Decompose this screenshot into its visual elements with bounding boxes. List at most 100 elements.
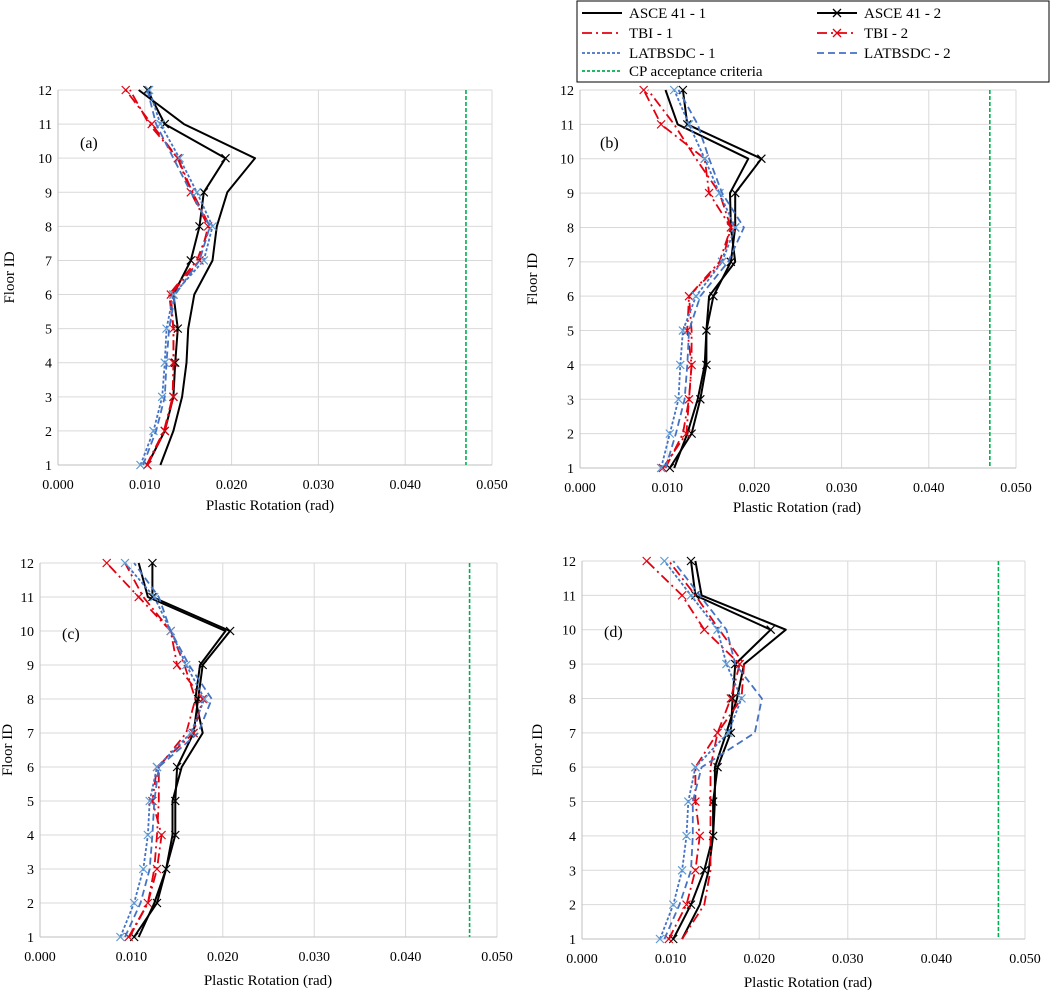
data-point-tbi-2 — [121, 85, 131, 95]
data-point-latbsdc-1 — [656, 463, 666, 473]
data-point-latbsdc-1 — [691, 291, 701, 301]
data-point-tbi-2 — [198, 694, 208, 704]
data-point-tbi-2 — [173, 153, 183, 163]
y-tick-label: 12 — [20, 557, 34, 572]
data-point-latbsdc-1 — [690, 762, 700, 772]
data-point-latbsdc-1 — [129, 898, 139, 908]
data-point-asce-41-2 — [172, 762, 182, 772]
series-line-asce-41-2 — [672, 560, 772, 940]
legend-label-latbsdc-2: LATBSDC - 2 — [864, 46, 951, 62]
data-point-asce-41-2 — [221, 153, 230, 163]
chart-panel-c: 0.000 0.010 0.020 0.030 0.040 0.0501234567891… — [0, 557, 513, 989]
y-tick-label: 5 — [27, 795, 34, 810]
data-point-latbsdc-1 — [675, 360, 685, 370]
chart-panel-b: 0.000 0.010 0.020 0.030 0.040 0.0501234567891… — [525, 84, 1032, 516]
data-point-latbsdc-1 — [659, 556, 669, 566]
data-point-asce-41-2 — [730, 188, 740, 198]
data-point-latbsdc-1 — [136, 460, 145, 470]
x-tick-label: 0.050 — [1009, 952, 1041, 967]
data-point-tbi-2 — [735, 659, 745, 669]
y-tick-label: 8 — [27, 693, 34, 708]
legend-label-tbi-1: TBI - 1 — [629, 26, 673, 42]
x-tick-label: 0.000 — [42, 478, 74, 493]
data-point-latbsdc-1 — [145, 796, 155, 806]
series-line-tbi-1 — [647, 89, 732, 469]
x-axis-title: Plastic Rotation (rad) — [206, 498, 334, 514]
x-tick-label: 0.000 — [564, 481, 596, 496]
data-point-asce-41-2 — [686, 900, 696, 910]
y-tick-label: 10 — [20, 625, 34, 640]
y-tick-label: 12 — [562, 555, 576, 570]
x-tick-label: 0.040 — [921, 952, 953, 967]
data-point-asce-41-2 — [161, 864, 171, 874]
y-tick-label: 10 — [560, 153, 574, 168]
y-tick-label: 5 — [45, 323, 52, 338]
data-point-latbsdc-1 — [684, 119, 694, 129]
data-point-tbi-2 — [169, 324, 178, 334]
x-tick-label: 0.030 — [826, 481, 858, 496]
x-tick-label: 0.010 — [655, 952, 687, 967]
data-point-tbi-2 — [656, 119, 666, 129]
data-point-asce-41-2 — [713, 762, 722, 772]
data-point-latbsdc-1 — [678, 326, 688, 335]
y-tick-label: 3 — [27, 863, 34, 878]
data-point-asce-41-2 — [702, 326, 711, 335]
series-line-latbsdc-1 — [119, 562, 206, 938]
data-point-tbi-2 — [642, 556, 652, 566]
data-point-latbsdc-1 — [192, 187, 202, 197]
data-point-tbi-2 — [172, 660, 182, 670]
data-point-latbsdc-1 — [199, 256, 209, 265]
data-point-tbi-2 — [695, 831, 705, 841]
data-point-tbi-2 — [681, 429, 691, 439]
data-point-asce-41-2 — [686, 556, 696, 566]
series-line-latbsdc-1 — [660, 89, 737, 469]
series-line-latbsdc-2 — [663, 560, 763, 940]
y-tick-label: 3 — [567, 393, 574, 408]
y-tick-label: 10 — [562, 624, 576, 639]
x-tick-label: 0.000 — [566, 952, 598, 967]
x-tick-label: 0.020 — [743, 952, 775, 967]
y-tick-label: 7 — [27, 727, 34, 742]
series-line-asce-41-1 — [681, 560, 787, 940]
data-point-asce-41-2 — [766, 625, 776, 635]
data-point-latbsdc-1 — [713, 625, 722, 635]
x-axis-title: Plastic Rotation (rad) — [744, 975, 872, 991]
y-tick-label: 4 — [567, 359, 574, 374]
data-point-tbi-2 — [684, 291, 694, 301]
y-tick-label: 2 — [569, 899, 576, 914]
data-point-latbsdc-1 — [149, 592, 159, 602]
chart-panel-d: 0.000 0.010 0.020 0.030 0.040 0.0501234567891… — [530, 555, 1041, 991]
series-line-latbsdc-1 — [659, 560, 743, 940]
data-point-latbsdc-1 — [160, 358, 170, 368]
data-point-asce-41-2 — [695, 394, 705, 404]
y-tick-label: 4 — [569, 830, 576, 845]
data-point-latbsdc-1 — [700, 154, 710, 164]
x-tick-label: 0.040 — [913, 481, 945, 496]
series-line-latbsdc-2 — [124, 562, 213, 938]
data-point-tbi-2 — [157, 830, 166, 840]
x-axis-title: Plastic Rotation (rad) — [204, 973, 332, 989]
y-tick-label: 8 — [45, 220, 52, 235]
legend-box — [576, 0, 1050, 83]
data-point-latbsdc-1 — [737, 694, 746, 703]
y-tick-label: 7 — [567, 256, 574, 271]
series-line-latbsdc-1 — [139, 89, 214, 466]
legend-label-asce-41-1: ASCE 41 - 1 — [629, 6, 706, 22]
series-line-latbsdc-2 — [142, 89, 211, 466]
legend-marker-tbi-2 — [832, 28, 842, 38]
data-point-tbi-2 — [713, 728, 722, 738]
data-point-latbsdc-1 — [200, 694, 209, 704]
data-point-asce-41-2 — [147, 558, 157, 568]
data-point-tbi-2 — [203, 221, 213, 231]
data-point-latbsdc-1 — [186, 728, 196, 738]
data-point-latbsdc-1 — [723, 728, 733, 738]
panel-label: (c) — [62, 626, 80, 643]
panel-label: (d) — [604, 624, 623, 641]
y-axis-title: Floor ID — [530, 724, 546, 776]
data-point-latbsdc-1 — [730, 223, 740, 232]
data-point-asce-41-2 — [198, 660, 208, 670]
data-point-asce-41-2 — [728, 694, 738, 703]
y-tick-label: 2 — [567, 428, 574, 443]
